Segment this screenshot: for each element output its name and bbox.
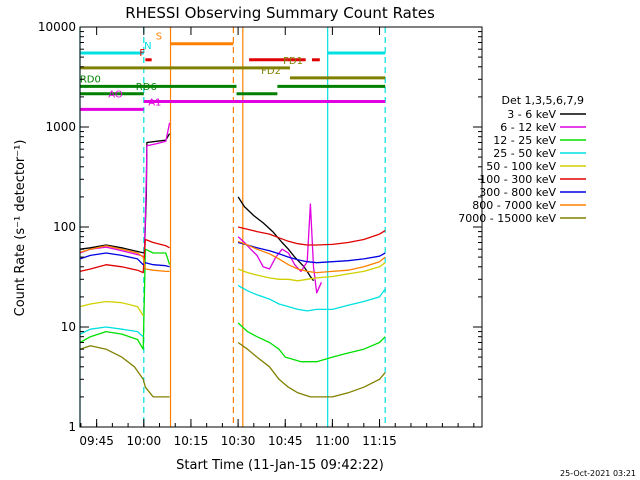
chart-title: RHESSI Observing Summary Count Rates (125, 4, 435, 22)
x-axis-ticks: 09:45 10:00 10:15 10:30 10:45 11:00 11:15 (79, 27, 475, 448)
legend-label-3: 25 - 50 keV (493, 147, 556, 160)
flag-label-5: RD0 (80, 74, 101, 85)
flag-label-0: N (144, 41, 151, 52)
y-tick-label-0: 1 (68, 420, 76, 434)
series-layer (79, 122, 386, 398)
y-axis-label: Count Rate (s⁻¹ detector⁻¹) (13, 140, 28, 317)
x-tick-label-0: 09:45 (79, 434, 114, 448)
series-3-segment-0 (79, 326, 144, 338)
x-tick-label-1: 10:00 (127, 434, 162, 448)
series-5-segment-0 (79, 238, 170, 274)
legend-label-6: 300 - 800 keV (479, 186, 556, 199)
x-axis-label: Start Time (11-Jan-15 09:42:22) (176, 458, 384, 473)
legend-label-7: 800 - 7000 keV (472, 199, 556, 212)
series-7-segment-1 (237, 240, 386, 274)
flag-label-3: FD1 (283, 56, 303, 67)
series-8-segment-0 (79, 345, 170, 398)
series-4-segment-0 (79, 300, 144, 316)
y-tick-label-2: 100 (53, 220, 76, 234)
x-tick-label-2: 10:15 (174, 434, 209, 448)
y-tick-label-1: 10 (61, 320, 76, 334)
legend-label-0: 3 - 6 keV (507, 108, 556, 121)
series-2-segment-1 (237, 322, 386, 363)
legend-label-8: 7000 - 15000 keV (458, 212, 556, 225)
flag-label-1: S (156, 32, 162, 43)
series-7-segment-0 (79, 245, 170, 273)
legend-label-2: 12 - 25 keV (493, 134, 556, 147)
legend-label-5: 100 - 300 keV (479, 173, 556, 186)
y-tick-label-4: 10000 (38, 20, 76, 34)
x-tick-label-4: 10:45 (268, 434, 303, 448)
y-axis-ticks: 1 10 100 1000 10000 (38, 20, 482, 434)
series-6-segment-1 (237, 241, 386, 264)
legend-label-4: 50 - 100 keV (486, 160, 556, 173)
legend-title: Det 1,3,5,6,7,9 (501, 94, 584, 107)
series-0-segment-1 (237, 196, 315, 282)
legend-label-1: 6 - 12 keV (500, 121, 556, 134)
x-tick-label-5: 11:00 (315, 434, 350, 448)
series-2-segment-0 (79, 248, 171, 350)
footer-timestamp: 25-Oct-2021 03:21 (560, 469, 636, 478)
x-tick-label-3: 10:30 (221, 434, 256, 448)
series-1-segment-1 (237, 203, 322, 294)
x-tick-label-6: 11:15 (362, 434, 397, 448)
series-4-segment-1 (237, 262, 386, 282)
flag-label-6: RD6 (136, 82, 157, 93)
flag-label-4: FD2 (261, 66, 281, 77)
flag-label-7: AO (108, 89, 123, 100)
y-tick-label-3: 1000 (45, 120, 76, 134)
flag-label-2: F (139, 48, 145, 59)
flag-label-8: A1 (148, 97, 161, 108)
series-3-segment-1 (237, 284, 386, 312)
series-6-segment-0 (79, 252, 170, 268)
series-5-segment-1 (237, 226, 386, 246)
series-8-segment-1 (237, 341, 386, 398)
